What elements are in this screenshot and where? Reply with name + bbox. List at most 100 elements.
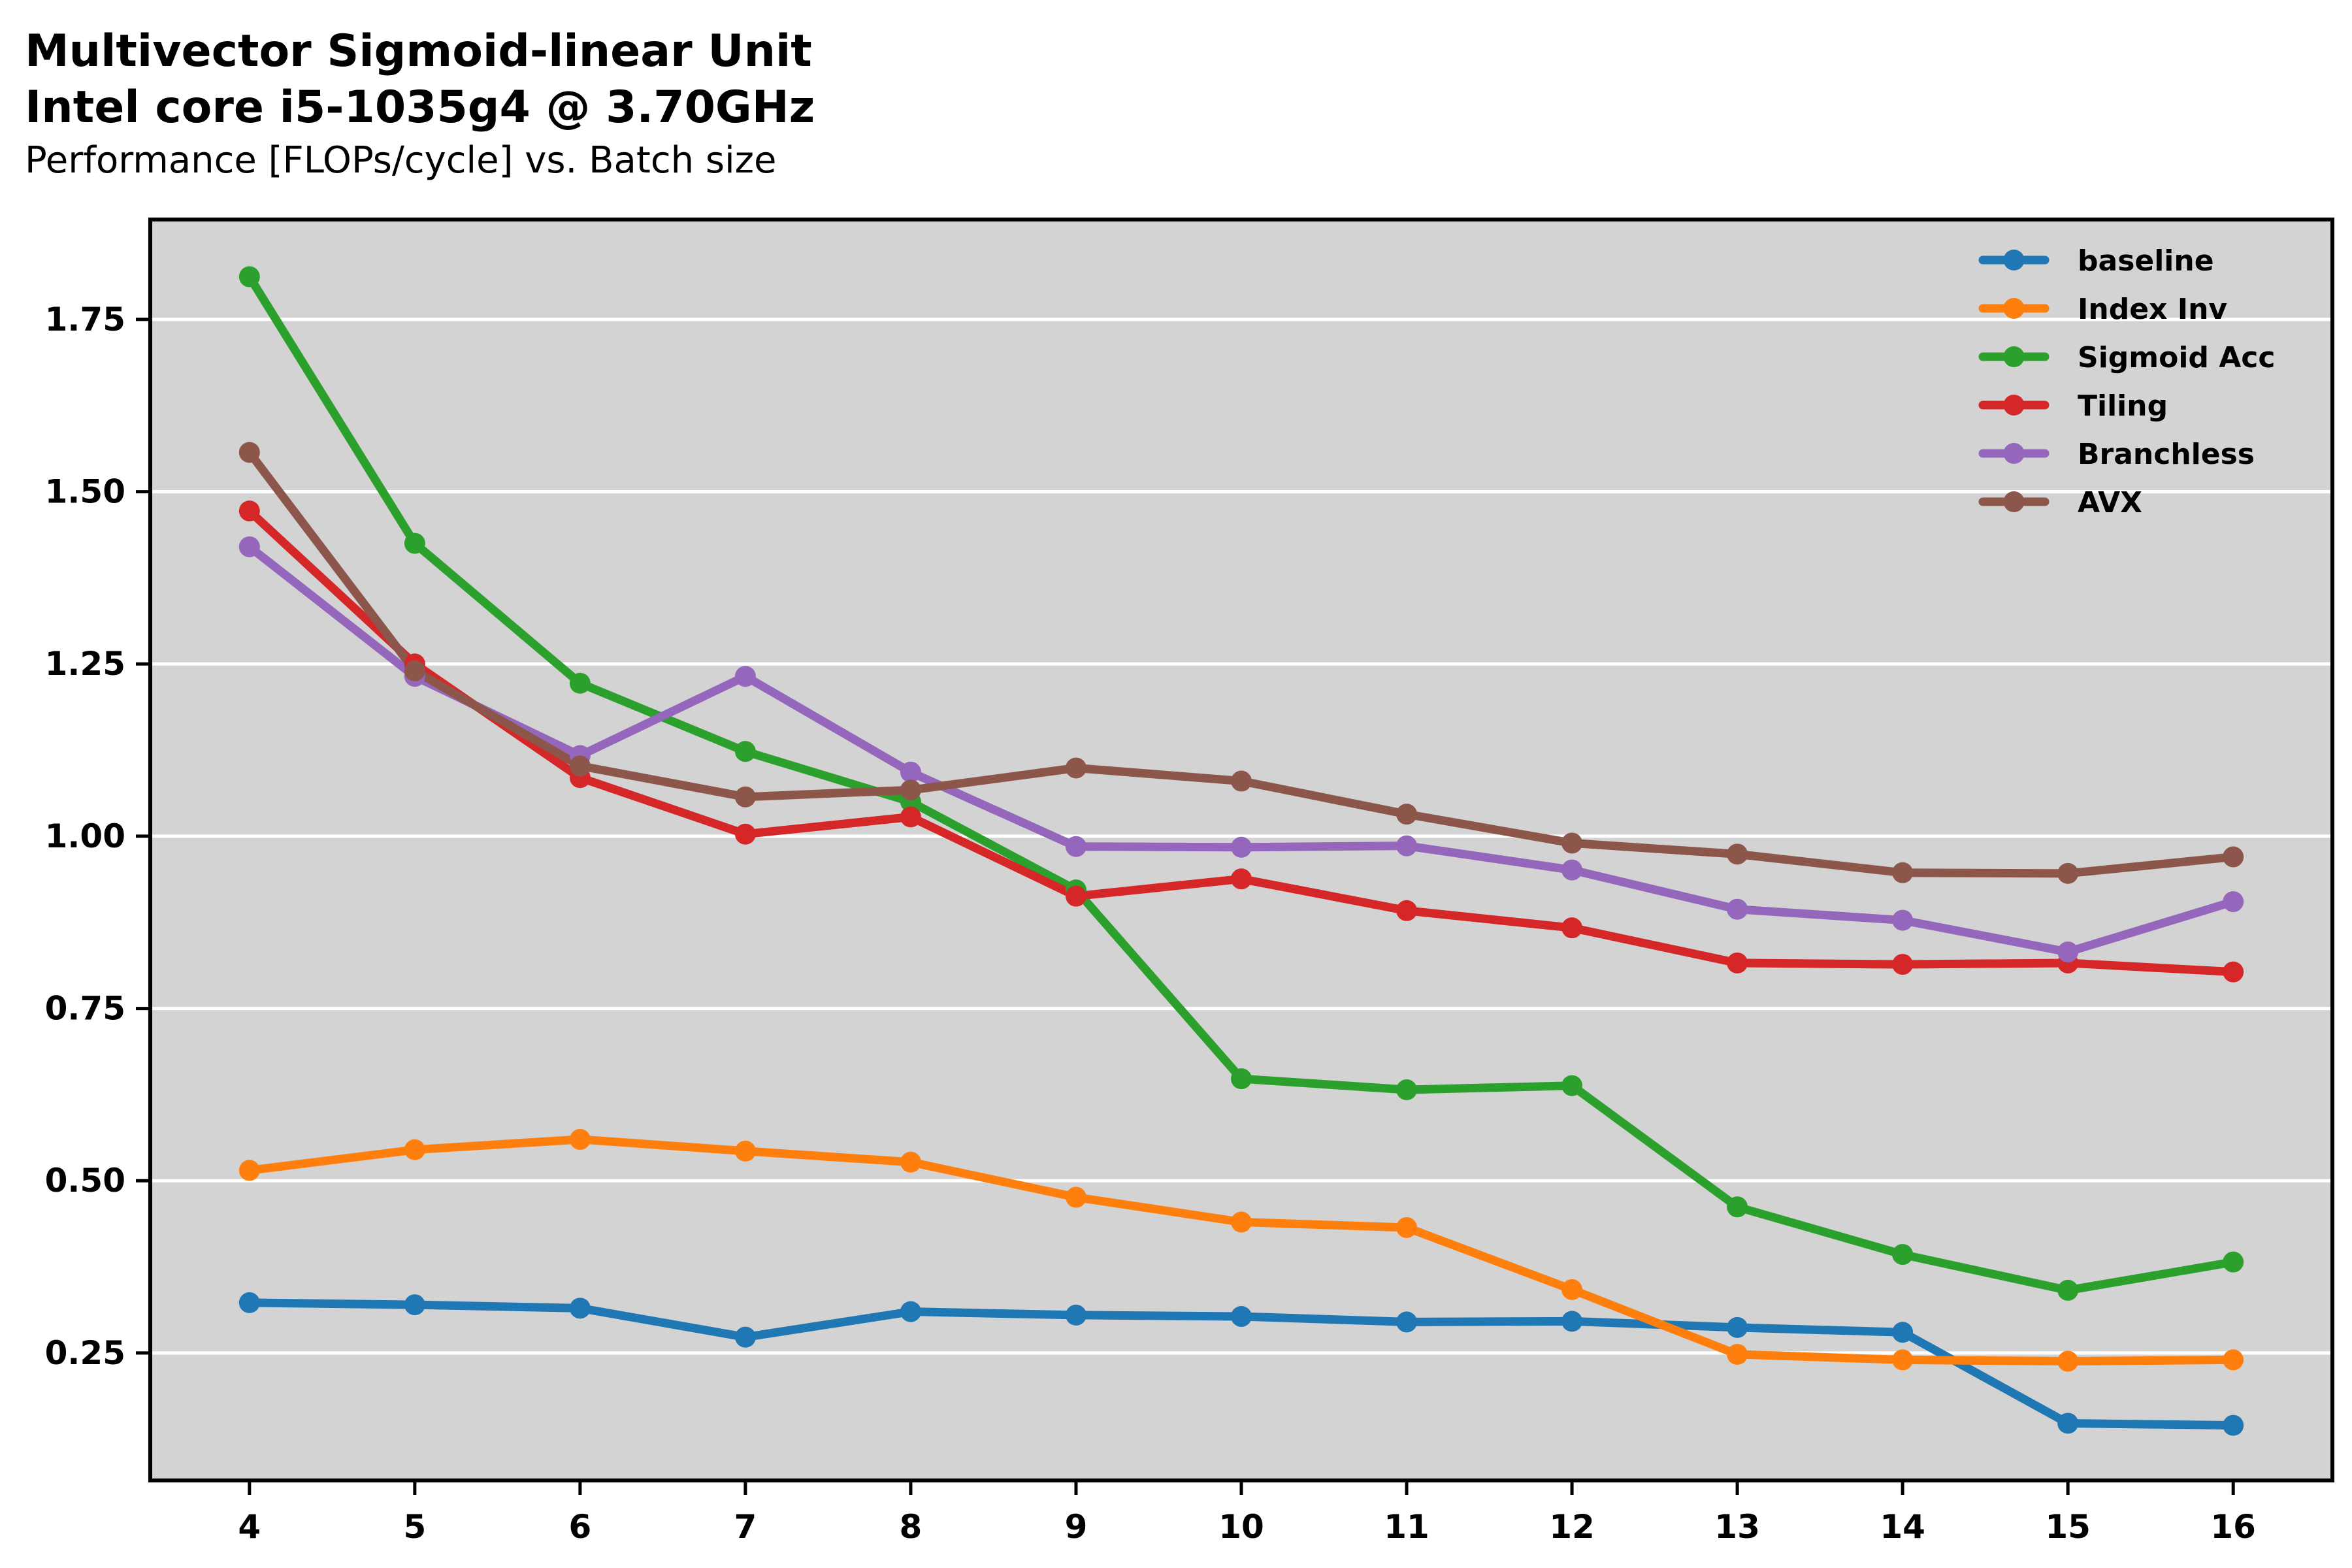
data-point-branchless (2057, 941, 2079, 963)
data-point-index-inv (1892, 1349, 1914, 1371)
data-point-sigmoid-acc (2057, 1279, 2079, 1301)
data-point-tiling (2223, 961, 2244, 983)
legend-marker-baseline (2003, 250, 2025, 270)
data-point-index-inv (1065, 1186, 1086, 1208)
y-tick-label: 1.00 (45, 817, 125, 855)
data-point-index-inv (1727, 1344, 1748, 1365)
data-point-baseline (1065, 1304, 1086, 1326)
x-axis: 4 5 6 7 8 9 10 11 12 13 14 15 16 (238, 1480, 2256, 1546)
x-tick-label: 13 (1714, 1508, 1760, 1546)
legend-label-avx: AVX (2078, 486, 2142, 519)
data-point-baseline (1727, 1316, 1748, 1338)
data-point-avx (1892, 862, 1914, 883)
data-point-branchless (1231, 836, 1252, 858)
chart-title-line-2: Intel core i5-1035g4 @ 3.70GHz (25, 82, 815, 133)
chart-title-line-1: Multivector Sigmoid-linear Unit (25, 25, 812, 77)
y-tick-label: 0.25 (45, 1334, 125, 1372)
data-point-index-inv (569, 1128, 591, 1150)
data-point-branchless (1065, 836, 1086, 857)
data-point-tiling (734, 823, 756, 845)
data-point-index-inv (1561, 1279, 1583, 1300)
data-point-tiling (1065, 885, 1086, 907)
data-point-index-inv (2223, 1349, 2244, 1371)
data-point-sigmoid-acc (404, 532, 425, 554)
data-point-branchless (900, 761, 921, 783)
data-point-branchless (1892, 909, 1914, 931)
data-point-index-inv (2057, 1350, 2079, 1372)
data-point-sigmoid-acc (2223, 1251, 2244, 1273)
chart-subtitle: Performance [FLOPs/cycle] vs. Batch size (25, 139, 777, 182)
series-markers (238, 266, 2244, 1436)
x-tick-label: 6 (568, 1508, 591, 1546)
data-point-tiling (1396, 900, 1418, 921)
y-tick-label: 0.75 (45, 990, 125, 1028)
data-point-sigmoid-acc (569, 672, 591, 694)
legend-label-index-inv: Index Inv (2078, 293, 2227, 326)
data-point-baseline (1892, 1322, 1914, 1343)
x-tick-label: 15 (2045, 1508, 2091, 1546)
y-tick-label: 0.50 (45, 1162, 125, 1200)
x-tick-label: 11 (1384, 1508, 1429, 1546)
data-point-baseline (2223, 1414, 2244, 1436)
legend-label-branchless: Branchless (2078, 438, 2255, 471)
data-point-baseline (2057, 1413, 2079, 1434)
data-point-tiling (1561, 917, 1583, 939)
data-point-index-inv (900, 1151, 921, 1173)
legend-marker-avx (2003, 491, 2025, 512)
data-point-avx (238, 442, 260, 463)
data-point-avx (734, 786, 756, 808)
data-point-tiling (1892, 954, 1914, 975)
data-point-avx (2057, 862, 2079, 884)
x-tick-label: 12 (1549, 1508, 1595, 1546)
data-point-avx (569, 755, 591, 777)
legend-marker-sigmoid-acc (2003, 346, 2025, 367)
legend-marker-branchless (2003, 443, 2025, 464)
data-point-avx (404, 660, 425, 681)
data-point-baseline (1231, 1305, 1252, 1327)
y-tick-label: 1.25 (45, 645, 125, 683)
legend: baseline Index Inv Sigmoid Acc Tiling Branch… (1978, 244, 2275, 519)
data-point-index-inv (238, 1160, 260, 1181)
grid-lines (150, 318, 2332, 1355)
data-point-avx (1561, 832, 1583, 854)
legend-label-sigmoid-acc: Sigmoid Acc (2078, 341, 2275, 374)
data-point-tiling (238, 500, 260, 522)
data-point-avx (1065, 757, 1086, 779)
data-point-sigmoid-acc (1727, 1196, 1748, 1218)
x-tick-label: 5 (403, 1508, 426, 1546)
data-point-sigmoid-acc (734, 741, 756, 762)
x-tick-label: 4 (238, 1508, 261, 1546)
data-point-baseline (238, 1292, 260, 1313)
data-point-tiling (1727, 952, 1748, 973)
data-point-baseline (734, 1326, 756, 1348)
x-tick-label: 14 (1880, 1508, 1925, 1546)
data-point-sigmoid-acc (1892, 1244, 1914, 1266)
x-tick-label: 9 (1065, 1508, 1088, 1546)
legend-label-baseline: baseline (2078, 244, 2214, 278)
data-point-baseline (404, 1294, 425, 1316)
data-point-sigmoid-acc (1561, 1075, 1583, 1096)
data-point-baseline (900, 1301, 921, 1322)
data-point-sigmoid-acc (1396, 1079, 1418, 1101)
data-point-index-inv (734, 1140, 756, 1162)
data-point-sigmoid-acc (238, 266, 260, 287)
data-point-index-inv (1396, 1217, 1418, 1238)
data-point-avx (1727, 843, 1748, 865)
data-point-branchless (734, 666, 756, 687)
y-axis: 0.25 0.50 0.75 1.00 1.25 1.50 1.75 (45, 301, 150, 1372)
data-point-branchless (238, 536, 260, 557)
legend-marker-tiling (2003, 395, 2025, 416)
data-point-branchless (1561, 859, 1583, 881)
data-point-sigmoid-acc (1231, 1068, 1252, 1090)
data-point-avx (900, 779, 921, 801)
data-point-baseline (1396, 1311, 1418, 1333)
data-point-tiling (900, 806, 921, 828)
data-point-index-inv (404, 1139, 425, 1160)
data-point-tiling (1231, 868, 1252, 890)
legend-marker-index-inv (2003, 298, 2025, 319)
data-point-avx (1396, 804, 1418, 825)
x-tick-label: 8 (900, 1508, 923, 1546)
data-point-baseline (1561, 1311, 1583, 1332)
legend-label-tiling: Tiling (2078, 389, 2168, 423)
